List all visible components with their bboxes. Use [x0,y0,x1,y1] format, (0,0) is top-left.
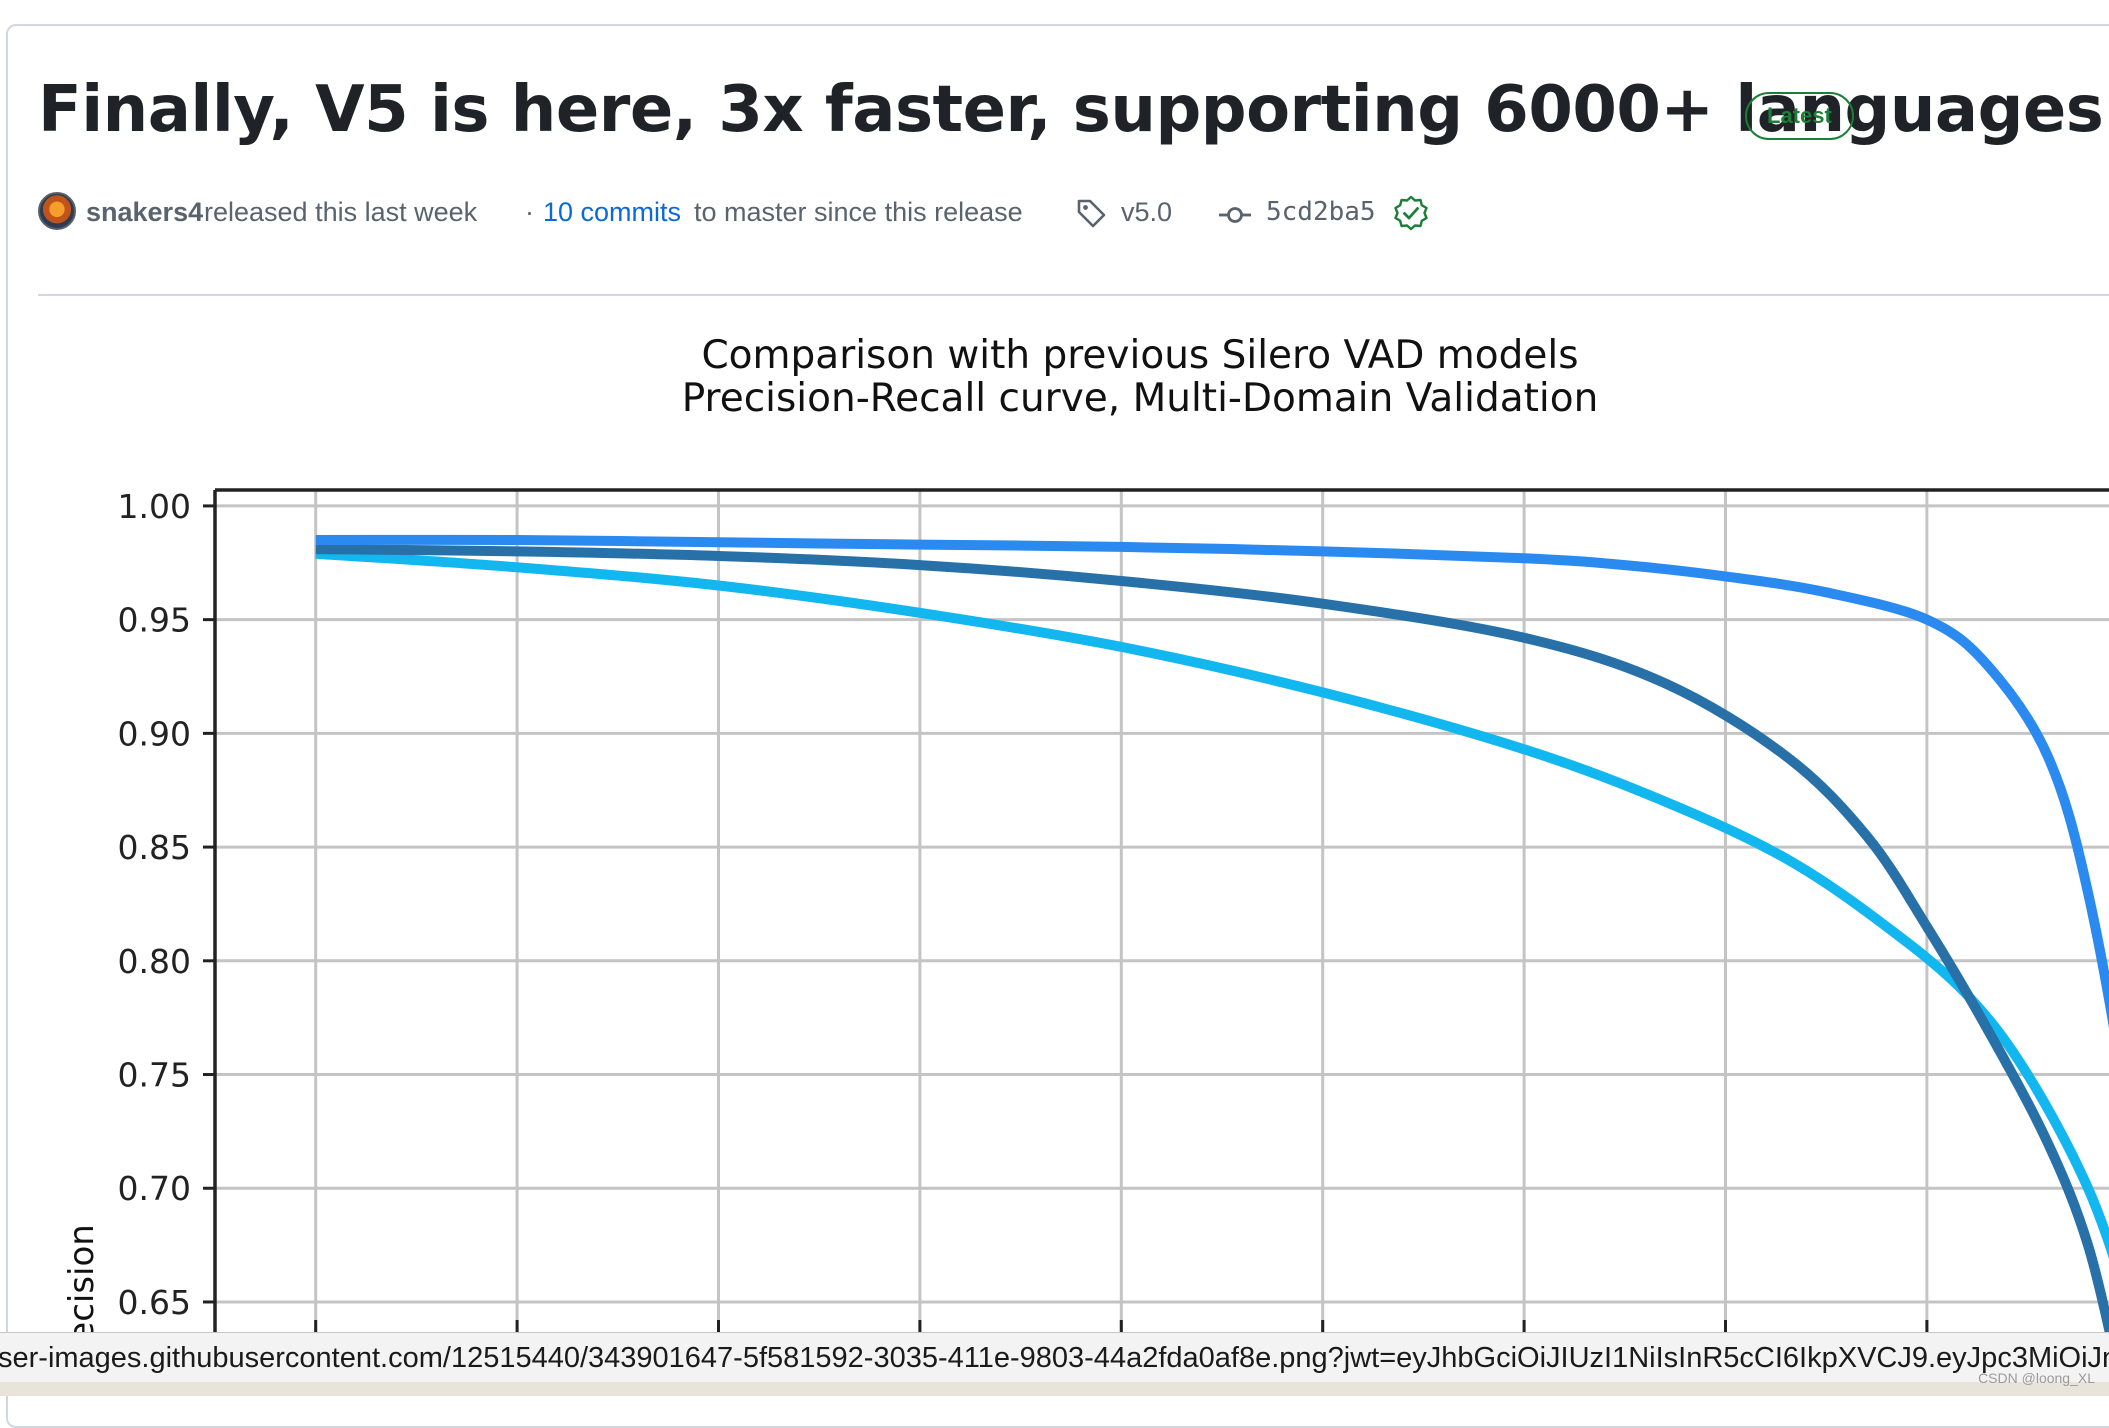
link-preview-status-bar: ser-images.githubusercontent.com/1251544… [0,1332,2109,1383]
chart-title: Comparison with previous Silero VAD mode… [701,333,1578,378]
chart-subtitle: Precision-Recall curve, Multi-Domain Val… [682,376,1599,421]
axes [203,488,2109,1332]
release-card [6,24,2109,1428]
commit-sha-link[interactable]: 5cd2ba5 [1266,197,1376,227]
verified-check-icon[interactable] [1393,195,1429,244]
taskbar-strip [0,1382,2109,1396]
series-line-2 [315,548,2109,1259]
commits-link[interactable]: 10 commits [543,197,682,227]
y-tick-label-1: 0.95 [118,601,191,640]
commits-since-text: to master since this release [694,197,1023,227]
y-tick-label-2: 0.90 [118,714,191,753]
latest-badge: Latest [1745,92,1854,140]
tag-link[interactable]: v5.0 [1121,197,1173,227]
separator-dot: · [525,197,534,227]
y-tick-label-6: 0.70 [118,1169,191,1208]
watermark: CSDN @loong_XL [1978,1370,2095,1386]
author-link[interactable]: snakers4 [86,197,204,227]
series-line-1 [315,544,2109,1332]
release-meta: snakers4 released this last week · 10 co… [38,190,1538,234]
y-tick-label-4: 0.80 [118,942,191,981]
author-avatar[interactable] [38,192,76,230]
y-tick-label-7: 0.65 [118,1283,191,1322]
status-url: ser-images.githubusercontent.com/1251544… [0,1342,2109,1374]
tag-icon [1076,197,1108,242]
grid-lines [215,490,2109,1332]
y-tick-label-5: 0.75 [118,1056,191,1095]
header-divider [38,294,2109,296]
series-lines [315,534,2109,1332]
released-text: released this last week [204,197,478,227]
git-commit-icon [1218,198,1252,242]
y-tick-label-0: 1.00 [118,487,191,526]
y-axis-label: Precision [62,1224,102,1332]
series-line-0 [315,534,2109,1029]
precision-recall-chart: Comparison with previous Silero VAD mode… [62,333,2109,1332]
y-tick-label-3: 0.85 [118,828,191,867]
y-tick-labels: 1.00 0.95 0.90 0.85 0.80 0.75 0.70 0.65 [118,487,191,1322]
